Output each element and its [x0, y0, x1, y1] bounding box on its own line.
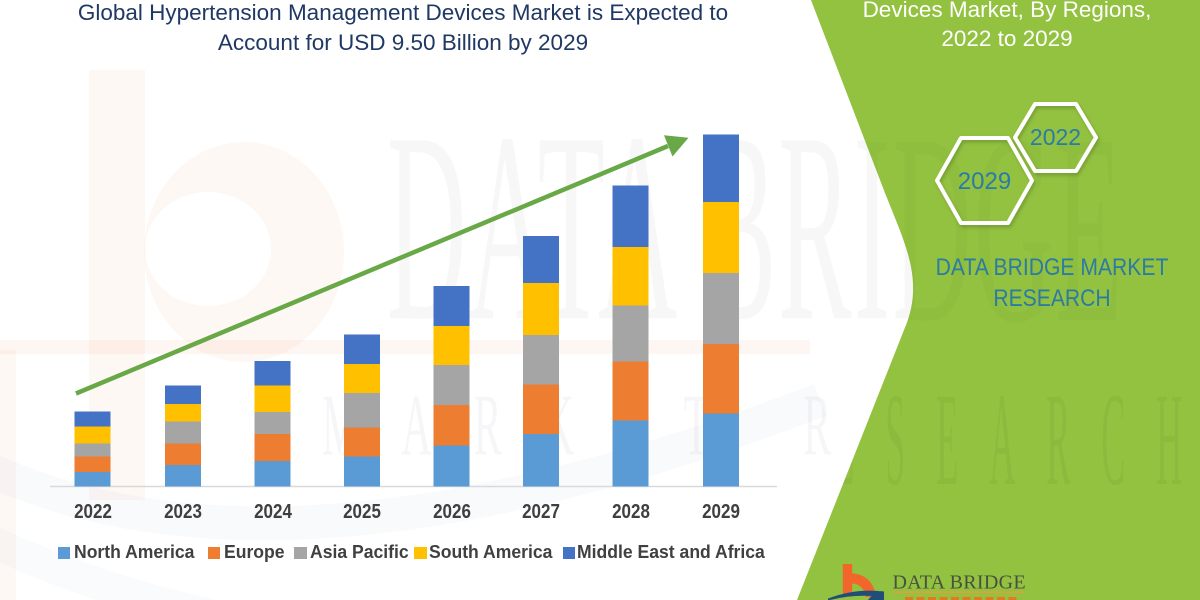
- svg-text:DATA BRIDGE: DATA BRIDGE: [893, 571, 1026, 593]
- svg-text:MARKET RESEARCH: MARKET RESEARCH: [400, 367, 1200, 514]
- svg-text:2022: 2022: [1030, 124, 1081, 150]
- svg-text:DATA BRIDGE: DATA BRIDGE: [387, 78, 1124, 379]
- svg-text:2029: 2029: [958, 168, 1011, 195]
